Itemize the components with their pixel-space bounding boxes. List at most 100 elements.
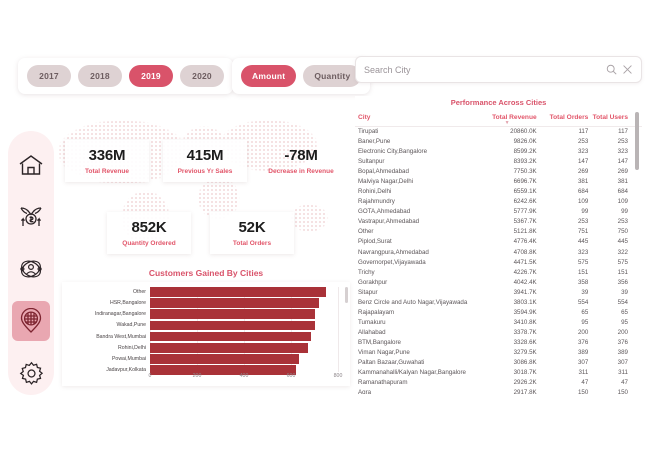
chart-bar[interactable] xyxy=(150,287,327,297)
table-row[interactable]: Agra 2917.8K 150 150 xyxy=(355,388,642,394)
table-row[interactable]: Rajapalayam 3594.9K 65 65 xyxy=(355,308,642,318)
table-row[interactable]: Gorakhpur 4042.4K 358 356 xyxy=(355,277,642,287)
chart-bar-track xyxy=(150,342,338,353)
measure-pill-amount[interactable]: Amount xyxy=(241,65,297,87)
year-pill-2019[interactable]: 2019 xyxy=(129,65,173,87)
cell-total-orders: 554 xyxy=(577,298,589,306)
cell-total-revenue: 2926.2K xyxy=(513,378,537,386)
table-scrollbar[interactable] xyxy=(635,112,639,170)
chart-bar-row[interactable]: Jadavpur,Kolkata xyxy=(62,365,338,375)
table-row[interactable]: Electronic City,Bangalore 8599.2K 323 323 xyxy=(355,147,642,157)
table-body: Tirupati 20860.0K 117 117 Baner,Pune 9826.0K 2… xyxy=(355,127,642,394)
cell-total-orders: 151 xyxy=(577,268,589,276)
table-row[interactable]: GOTA,Ahmedabad 5777.9K 99 99 xyxy=(355,207,642,217)
chart-bar[interactable] xyxy=(150,298,320,308)
table-row[interactable]: Rajahmundry 6242.6K 109 109 xyxy=(355,197,642,207)
cell-total-revenue: 8393.2K xyxy=(513,158,537,166)
table-row[interactable]: Benz Circle and Auto Nagar,Vijayawada 380… xyxy=(355,298,642,308)
year-pill-2018[interactable]: 2018 xyxy=(78,65,122,87)
table-row[interactable]: Kammanahalli/Kalyan Nagar,Bangalore 3018.… xyxy=(355,368,642,378)
cell-city: Agra xyxy=(358,388,372,394)
chart-bar-row[interactable]: Bandra West,Mumbai xyxy=(62,331,338,342)
sidebar-item-settings[interactable] xyxy=(12,353,50,393)
measure-pill-quantity[interactable]: Quantity xyxy=(303,65,362,87)
cell-total-revenue: 7750.3K xyxy=(513,168,537,176)
cell-city: Malviya Nagar,Delhi xyxy=(358,178,414,186)
chart-bar[interactable] xyxy=(150,320,315,331)
cell-city: Rajapalayam xyxy=(358,308,395,316)
search-city-box[interactable] xyxy=(355,56,642,83)
cell-city: Baner,Pune xyxy=(358,138,391,146)
column-header-label: Total Revenue xyxy=(492,114,537,121)
performance-across-cities-table: City Total Revenue ▼ Total Orders Total … xyxy=(355,111,642,394)
kpi-label: Quantity Ordered xyxy=(122,239,176,247)
column-header-city[interactable]: City xyxy=(355,111,476,127)
chart-bar-row[interactable]: Rohini,Delhi xyxy=(62,342,338,353)
cell-total-orders: 200 xyxy=(577,328,589,336)
table-row[interactable]: Tumakuru 3410.8K 95 95 xyxy=(355,318,642,328)
table-row[interactable]: Ramanathapuram 2926.2K 47 47 xyxy=(355,378,642,388)
column-header-total-orders[interactable]: Total Orders xyxy=(538,111,591,127)
chart-bar[interactable] xyxy=(150,342,308,353)
kpi-value: 52K xyxy=(238,219,266,237)
cell-total-orders: 95 xyxy=(581,318,589,326)
chart-bar-label: Indiranagar,Bangalore xyxy=(94,311,146,318)
chart-bar-row[interactable]: HSR,Bangalore xyxy=(62,298,338,308)
cell-total-users: 322 xyxy=(617,248,628,256)
table-row[interactable]: Piplod,Surat 4776.4K 445 445 xyxy=(355,237,642,247)
cell-total-orders: 311 xyxy=(578,368,589,376)
table-row[interactable]: Rohini,Delhi 6559.1K 684 684 xyxy=(355,187,642,197)
kpi-card-previous-yr-sales: 415M Previous Yr Sales xyxy=(163,140,247,182)
sidebar-item-sales[interactable] xyxy=(12,197,50,237)
cell-total-revenue: 3279.5K xyxy=(513,348,537,356)
chart-bar-track xyxy=(150,320,338,331)
chart-scrollbar[interactable] xyxy=(345,287,348,303)
search-input[interactable] xyxy=(364,64,601,75)
table-row[interactable]: Sultanpur 8393.2K 147 147 xyxy=(355,157,642,167)
table-title: Performance Across Cities xyxy=(450,98,547,107)
chart-bar[interactable] xyxy=(150,354,299,364)
table-row[interactable]: Trichy 4226.7K 151 151 xyxy=(355,267,642,277)
city-location-pin-icon xyxy=(18,308,44,334)
column-header-total-users[interactable]: Total Users xyxy=(590,111,642,127)
table-row[interactable]: Paltan Bazaar,Guwahati 3086.8K 307 307 xyxy=(355,358,642,368)
chart-x-tick-label: 200 xyxy=(192,373,202,379)
chart-bar-row[interactable]: Indiranagar,Bangalore xyxy=(62,309,338,319)
chart-bar-label: Bandra West,Mumbai xyxy=(96,333,146,340)
search-icon[interactable] xyxy=(606,64,617,75)
sidebar-item-cities[interactable] xyxy=(12,301,50,341)
table-row[interactable]: Bopal,Ahmedabad 7750.3K 269 269 xyxy=(355,167,642,177)
sidebar-item-home[interactable] xyxy=(12,145,50,185)
kpi-card-total-orders: 52K Total Orders xyxy=(210,212,294,254)
chart-bar-row[interactable]: Wakad,Pune xyxy=(62,320,338,331)
column-header-total-revenue[interactable]: Total Revenue ▼ xyxy=(475,111,539,127)
table-row[interactable]: Governorpet,Vijayawada 4471.5K 575 575 xyxy=(355,257,642,267)
cell-city: Tumakuru xyxy=(358,318,386,326)
close-icon[interactable] xyxy=(622,64,633,75)
cell-total-users: 554 xyxy=(617,298,628,306)
chart-bar-track xyxy=(150,287,338,297)
sidebar-item-customers[interactable] xyxy=(12,249,50,289)
table-row[interactable]: Vastrapur,Ahmedabad 5367.7K 253 253 xyxy=(355,217,642,227)
table-row[interactable]: Sitapur 3941.7K 39 39 xyxy=(355,288,642,298)
kpi-value: 852K xyxy=(131,219,167,237)
year-pill-2017[interactable]: 2017 xyxy=(27,65,71,87)
cell-total-users: 109 xyxy=(617,198,628,206)
chart-bar[interactable] xyxy=(150,365,296,375)
chart-bar[interactable] xyxy=(150,331,311,342)
table-row[interactable]: BTM,Bangalore 3328.6K 376 376 xyxy=(355,338,642,348)
chart-bar-row[interactable]: Other xyxy=(62,287,338,297)
table-row[interactable]: Navrangpura,Ahmedabad 4708.8K 323 322 xyxy=(355,247,642,257)
table-row[interactable]: Baner,Pune 9826.0K 253 253 xyxy=(355,137,642,147)
year-pill-2020[interactable]: 2020 xyxy=(180,65,224,87)
cell-total-orders: 358 xyxy=(577,278,589,286)
table-row[interactable]: Viman Nagar,Pune 3279.5K 389 389 xyxy=(355,348,642,358)
table-row[interactable]: Tirupati 20860.0K 117 117 xyxy=(355,127,642,138)
table-row[interactable]: Allahabad 3378.7K 200 200 xyxy=(355,328,642,338)
cell-city: Navrangpura,Ahmedabad xyxy=(358,248,429,256)
cell-total-revenue: 3328.6K xyxy=(513,338,537,346)
chart-bar-row[interactable]: Powai,Mumbai xyxy=(62,354,338,364)
table-row[interactable]: Malviya Nagar,Delhi 6696.7K 381 381 xyxy=(355,177,642,187)
chart-bar[interactable] xyxy=(150,309,315,319)
table-row[interactable]: Other 5121.8K 751 750 xyxy=(355,227,642,237)
